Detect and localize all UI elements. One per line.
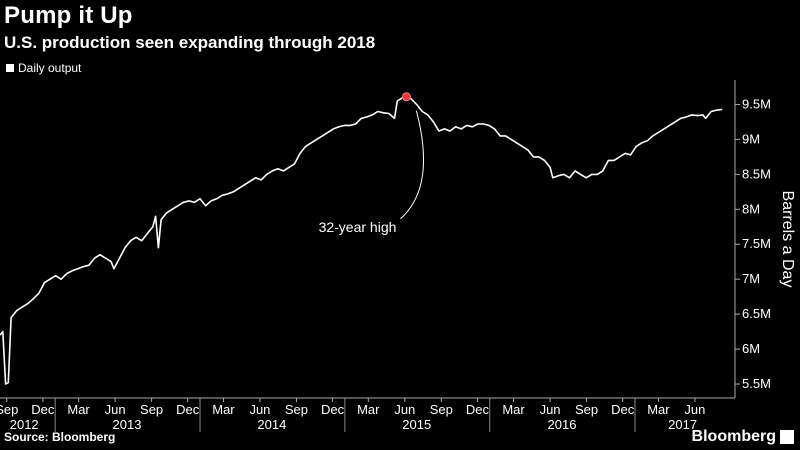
chart-subtitle: U.S. production seen expanding through 2… bbox=[4, 33, 376, 52]
x-year-label: 2015 bbox=[402, 417, 431, 432]
legend-label: Daily output bbox=[18, 61, 82, 75]
x-tick-label: Sep bbox=[430, 402, 453, 417]
x-tick-label: Jun bbox=[249, 402, 270, 417]
x-tick-label: Jun bbox=[684, 402, 705, 417]
x-tick-label: Jun bbox=[540, 402, 561, 417]
x-tick-label: Mar bbox=[502, 402, 525, 417]
x-tick-label: Sep bbox=[0, 402, 18, 417]
legend: Daily output bbox=[6, 61, 81, 75]
logo-mark-icon bbox=[780, 430, 794, 444]
y-tick-label: 8.5M bbox=[742, 166, 771, 181]
y-tick-label: 7M bbox=[742, 271, 760, 286]
chart-title: Pump it Up bbox=[4, 2, 133, 29]
annotation-marker bbox=[401, 92, 411, 102]
x-tick-label: Dec bbox=[176, 402, 200, 417]
x-year-label: 2013 bbox=[113, 417, 142, 432]
x-tick-label: Sep bbox=[285, 402, 308, 417]
x-tick-label: Dec bbox=[321, 402, 345, 417]
x-year-label: 2017 bbox=[668, 417, 697, 432]
x-year-label: 2014 bbox=[257, 417, 286, 432]
y-tick-label: 9M bbox=[742, 131, 760, 146]
x-tick-label: Sep bbox=[575, 402, 598, 417]
y-axis-title: Barrels a Day bbox=[779, 191, 796, 288]
x-tick-label: Mar bbox=[67, 402, 90, 417]
y-tick-label: 8M bbox=[742, 201, 760, 216]
x-tick-label: Mar bbox=[357, 402, 380, 417]
annotation-label: 32-year high bbox=[319, 219, 397, 235]
source-note: Source: Bloomberg bbox=[4, 430, 116, 444]
x-year-label: 2016 bbox=[548, 417, 577, 432]
x-tick-label: Sep bbox=[140, 402, 163, 417]
y-tick-label: 6M bbox=[742, 341, 760, 356]
x-tick-label: Dec bbox=[611, 402, 635, 417]
x-tick-label: Mar bbox=[212, 402, 235, 417]
y-tick-label: 5.5M bbox=[742, 376, 771, 391]
x-tick-label: Mar bbox=[647, 402, 670, 417]
x-tick-label: Dec bbox=[466, 402, 490, 417]
bloomberg-logo: Bloomberg bbox=[692, 428, 794, 446]
y-tick-label: 9.5M bbox=[742, 96, 771, 111]
x-year-label: 2012 bbox=[10, 417, 39, 432]
annotation-leader bbox=[400, 110, 425, 220]
x-tick-label: Jun bbox=[394, 402, 415, 417]
y-tick-label: 6.5M bbox=[742, 306, 771, 321]
y-tick-label: 7.5M bbox=[742, 236, 771, 251]
legend-swatch bbox=[6, 64, 14, 72]
x-tick-label: Dec bbox=[31, 402, 55, 417]
series-line-daily-output bbox=[0, 96, 723, 385]
x-tick-label: Jun bbox=[105, 402, 126, 417]
logo-text: Bloomberg bbox=[691, 428, 776, 445]
